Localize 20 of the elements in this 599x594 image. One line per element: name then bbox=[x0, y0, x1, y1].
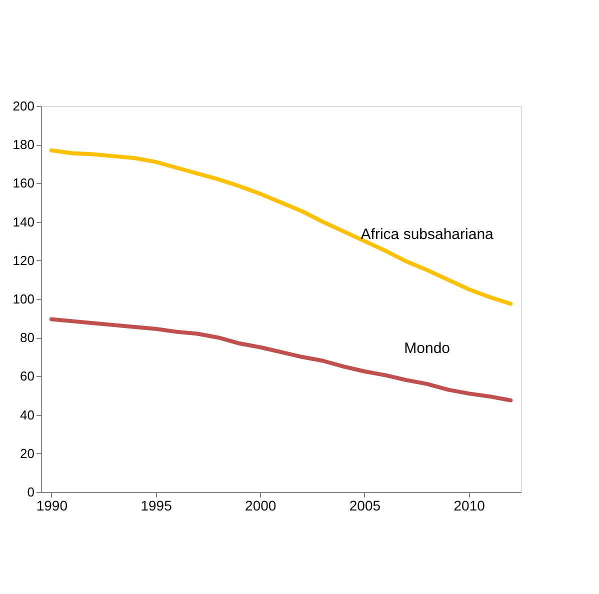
y-tick-label: 160 bbox=[12, 176, 34, 191]
x-tick-label: 2000 bbox=[245, 498, 276, 514]
x-tick-label: 1990 bbox=[36, 498, 68, 514]
y-tick-label: 20 bbox=[20, 446, 34, 461]
y-tick-label: 140 bbox=[12, 214, 34, 230]
y-tick-label: 80 bbox=[20, 330, 34, 346]
x-tick-label: 2005 bbox=[349, 498, 381, 514]
y-tick-label: 40 bbox=[20, 407, 34, 422]
y-tick-label: 0 bbox=[27, 484, 34, 500]
series-label: Mondo bbox=[404, 340, 450, 357]
y-tick-label: 100 bbox=[12, 292, 34, 306]
series-label: Africa subsahariana bbox=[360, 226, 494, 244]
y-tick-label: 60 bbox=[20, 368, 34, 384]
y-tick-label: 180 bbox=[12, 137, 34, 152]
line-series bbox=[49, 317, 513, 402]
y-tick-label: 200 bbox=[12, 98, 34, 114]
x-tick-label: 1995 bbox=[140, 498, 172, 514]
x-tick-label: 2010 bbox=[454, 498, 486, 514]
line-series bbox=[49, 148, 513, 306]
y-tick-label: 120 bbox=[12, 252, 34, 268]
